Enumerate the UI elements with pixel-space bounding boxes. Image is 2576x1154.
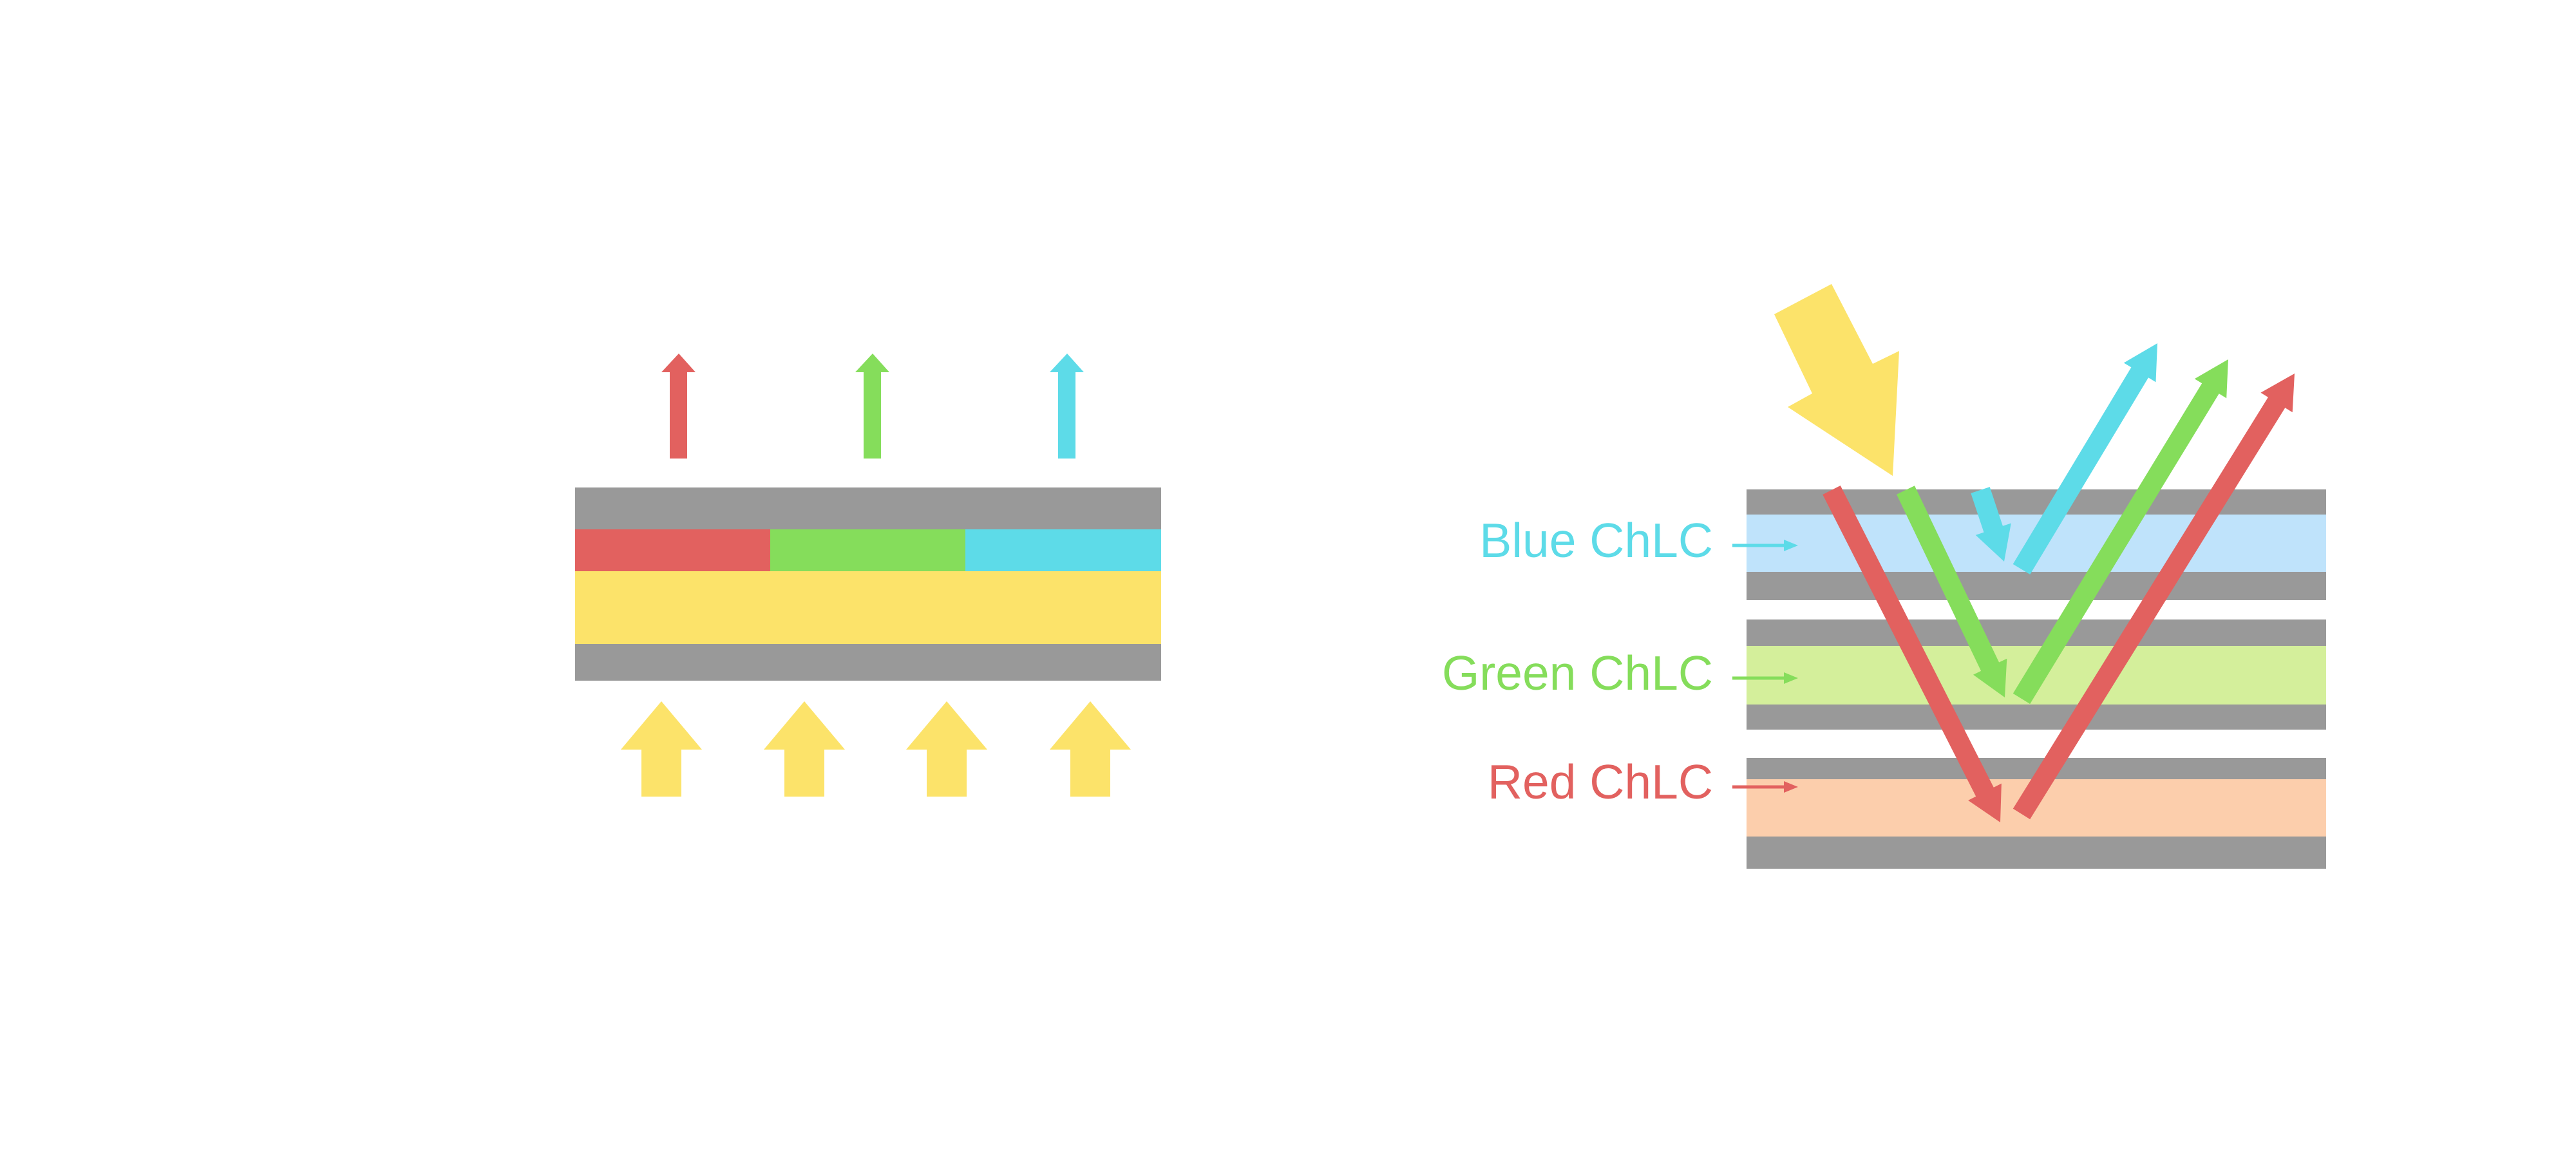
svg-text:Blue ChLC: Blue ChLC xyxy=(1479,513,1713,567)
svg-text:Green ChLC: Green ChLC xyxy=(1442,646,1713,700)
svg-text:Red ChLC: Red ChLC xyxy=(1488,755,1713,809)
